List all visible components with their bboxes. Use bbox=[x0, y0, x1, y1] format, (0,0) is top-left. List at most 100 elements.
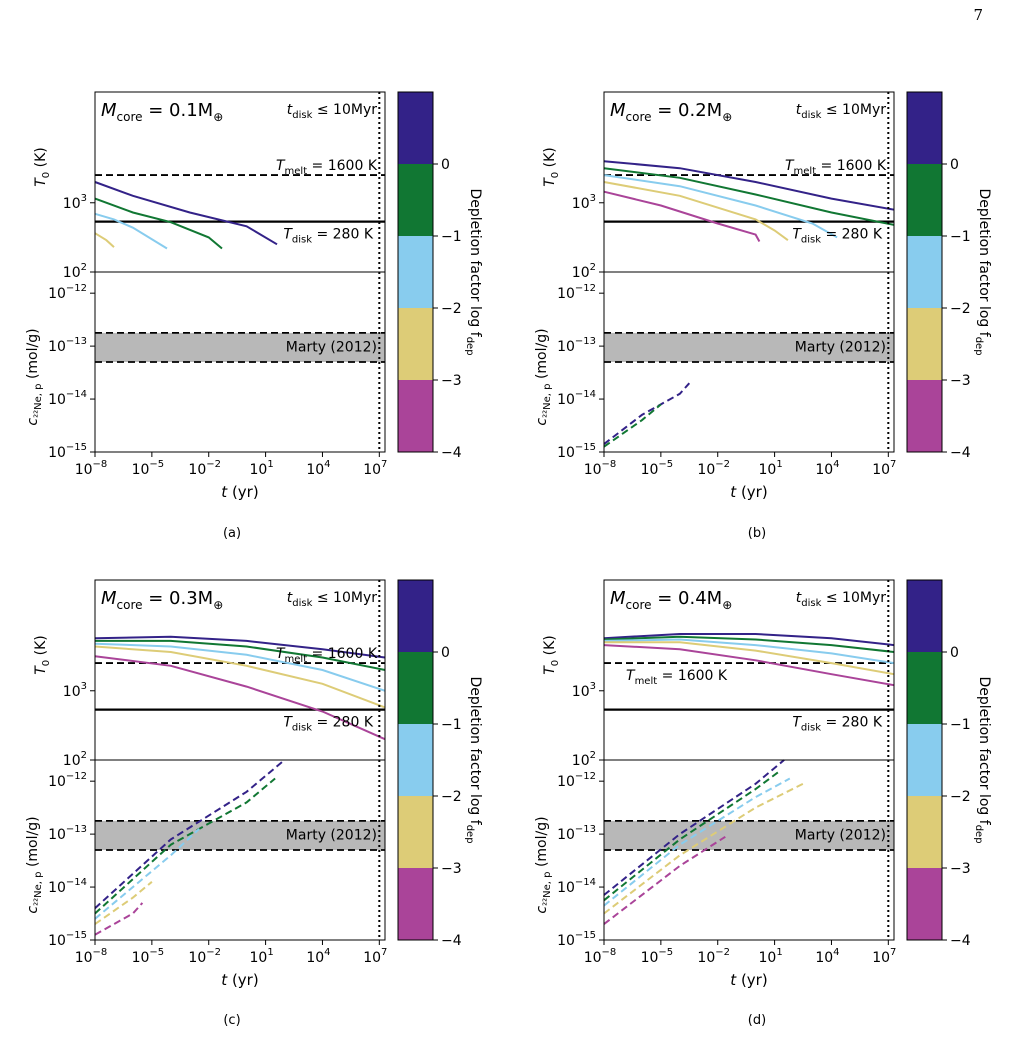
y-tick-label: 10−12 bbox=[48, 771, 87, 790]
temperature-series-dep-2 bbox=[603, 174, 838, 239]
temperature-series-dep-3 bbox=[94, 645, 386, 709]
x-tick-label: 104 bbox=[306, 459, 330, 478]
colorbar-tick-label: −3 bbox=[950, 861, 971, 877]
reference-band bbox=[95, 820, 385, 850]
colorbar-tick-label: −4 bbox=[441, 445, 462, 461]
neon-series-dep-2 bbox=[603, 777, 791, 907]
y-tick-label: 102 bbox=[572, 262, 596, 281]
x-tick-label: 104 bbox=[815, 459, 839, 478]
temperature-series-dep-4 bbox=[603, 190, 761, 242]
colorbar-tick-label: −2 bbox=[441, 789, 462, 805]
t-disk-temperature-label: Tdisk = 280 K bbox=[792, 227, 883, 246]
neon-series-dep0 bbox=[603, 382, 691, 445]
colorbar-segment bbox=[398, 796, 433, 868]
t-disk-label: tdisk ≤ 10Myr bbox=[796, 102, 886, 121]
temperature-series-dep0 bbox=[603, 633, 895, 647]
temperature-series-dep-1 bbox=[95, 639, 386, 671]
colorbar-segment bbox=[398, 236, 433, 308]
colorbar-segment bbox=[907, 652, 942, 724]
reference-band bbox=[604, 820, 894, 850]
x-axis-label: t (yr) bbox=[221, 483, 258, 501]
y-axis-label-temperature: T0 (K) bbox=[542, 147, 561, 187]
colorbar-frame bbox=[397, 579, 434, 941]
temperature-series-dep-2 bbox=[603, 638, 895, 665]
colorbar-tick-label: 0 bbox=[950, 645, 959, 661]
x-tick-label: 107 bbox=[872, 459, 896, 478]
temperature-series-dep-4 bbox=[603, 644, 895, 687]
y-tick-label: 103 bbox=[63, 193, 87, 212]
y-axis-label-concentration: c²²Ne, p (mol/g) bbox=[534, 328, 553, 425]
neon-series-dep0 bbox=[603, 759, 785, 896]
x-tick-label: 104 bbox=[815, 947, 839, 966]
reference-band bbox=[604, 332, 894, 362]
panel-c: Marty (2012) 10−8 10−5 10−2 101 104 107 t (yr) 1… bbox=[25, 579, 483, 1028]
x-tick-label: 107 bbox=[363, 947, 387, 966]
x-tick-label: 10−5 bbox=[132, 459, 165, 478]
panel-caption: (d) bbox=[748, 1013, 766, 1028]
neon-series-dep0 bbox=[94, 759, 286, 909]
y-tick-label: 10−15 bbox=[557, 442, 596, 461]
x-axis-label: t (yr) bbox=[730, 483, 767, 501]
colorbar-segment bbox=[398, 164, 433, 236]
temperature-series-dep0 bbox=[94, 635, 386, 659]
colorbar-segment bbox=[398, 580, 433, 652]
reference-band bbox=[95, 332, 385, 362]
y-tick-label: 10−12 bbox=[557, 771, 596, 790]
panel-title: Mcore = 0.3M⊕ bbox=[101, 588, 223, 612]
reference-label: Marty (2012) bbox=[286, 827, 377, 843]
x-tick-label: 101 bbox=[249, 459, 273, 478]
y-tick-label: 10−13 bbox=[557, 824, 596, 843]
y-tick-label: 10−15 bbox=[48, 930, 87, 949]
t-disk-label: tdisk ≤ 10Myr bbox=[796, 590, 886, 609]
temperature-series-dep-1 bbox=[603, 167, 895, 226]
y-tick-label: 10−12 bbox=[48, 283, 87, 302]
panel-caption: (b) bbox=[748, 526, 766, 541]
y-tick-label: 10−15 bbox=[557, 930, 596, 949]
panel-title: Mcore = 0.4M⊕ bbox=[610, 588, 732, 612]
neon-series-dep-1 bbox=[603, 403, 662, 448]
temperature-series-dep-1 bbox=[94, 197, 223, 250]
reference-label: Marty (2012) bbox=[286, 339, 377, 355]
neon-series-dep-1 bbox=[603, 769, 781, 902]
y-tick-label: 10−12 bbox=[557, 283, 596, 302]
reference-label: Marty (2012) bbox=[795, 827, 886, 843]
panel-d: Marty (2012) 10−8 10−5 10−2 101 104 107 t (yr) 1… bbox=[534, 579, 992, 1028]
x-tick-label: 10−2 bbox=[697, 947, 730, 966]
colorbar-segment bbox=[907, 796, 942, 868]
t-disk-temperature-label: Tdisk = 280 K bbox=[283, 715, 374, 734]
x-tick-label: 10−8 bbox=[75, 459, 108, 478]
t-disk-label: tdisk ≤ 10Myr bbox=[287, 102, 377, 121]
x-tick-label: 104 bbox=[306, 947, 330, 966]
colorbar-segment bbox=[907, 580, 942, 652]
colorbar-tick-label: 0 bbox=[441, 645, 450, 661]
y-tick-label: 102 bbox=[63, 750, 87, 769]
colorbar-label: Depletion factor log fdep bbox=[973, 188, 992, 355]
colorbar-segment bbox=[907, 164, 942, 236]
t-melt-label: Tmelt = 1600 K bbox=[785, 158, 887, 177]
panel-title: Mcore = 0.2M⊕ bbox=[610, 100, 732, 124]
t-disk-label: tdisk ≤ 10Myr bbox=[287, 590, 377, 609]
colorbar-segment bbox=[907, 724, 942, 796]
colorbar-segment bbox=[907, 868, 942, 940]
y-tick-label: 102 bbox=[572, 750, 596, 769]
x-tick-label: 10−8 bbox=[584, 459, 617, 478]
y-axis-label-temperature: T0 (K) bbox=[33, 147, 52, 187]
x-tick-label: 107 bbox=[363, 459, 387, 478]
y-tick-label: 10−14 bbox=[48, 877, 87, 896]
colorbar-segment bbox=[398, 308, 433, 380]
temperature-series-dep0 bbox=[603, 160, 895, 211]
colorbar-tick-label: −3 bbox=[950, 373, 971, 389]
temperature-series-dep-4 bbox=[94, 655, 386, 741]
temperature-series-dep-3 bbox=[603, 181, 789, 242]
bottom-axes-frame bbox=[94, 759, 386, 941]
colorbar-segment bbox=[398, 652, 433, 724]
neon-series-dep-3 bbox=[94, 881, 153, 925]
temperature-series-dep-3 bbox=[604, 641, 895, 676]
y-tick-label: 10−13 bbox=[48, 824, 87, 843]
x-tick-label: 107 bbox=[872, 947, 896, 966]
y-tick-label: 103 bbox=[572, 681, 596, 700]
colorbar-frame bbox=[906, 91, 943, 453]
bottom-axes-frame bbox=[94, 271, 386, 453]
colorbar-tick-label: −1 bbox=[441, 229, 462, 245]
